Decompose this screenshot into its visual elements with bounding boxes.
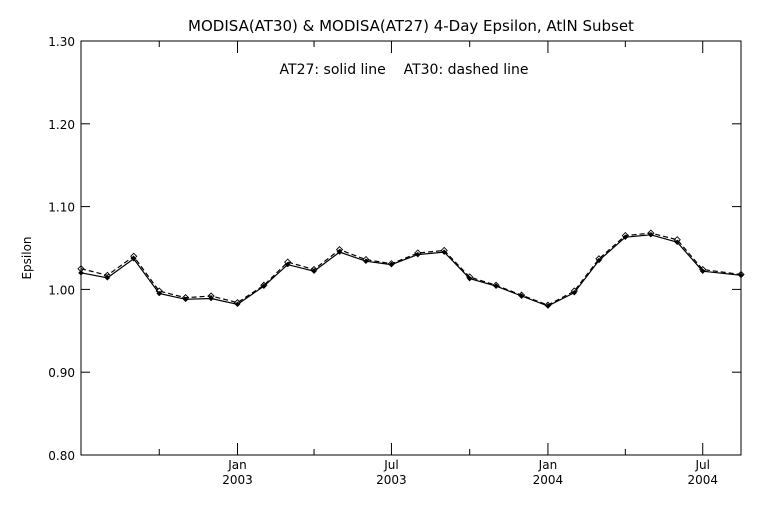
data-point-at30 <box>155 287 163 295</box>
y-tick-label: 0.80 <box>48 449 75 463</box>
line-style-annotation: AT27: solid line AT30: dashed line <box>280 62 529 78</box>
data-point-at30 <box>517 291 526 299</box>
data-point-at30 <box>440 246 448 255</box>
y-tick-label: 1.00 <box>48 283 75 297</box>
data-point-at27 <box>78 269 84 276</box>
y-axis-label: Epsilon <box>20 236 34 279</box>
data-point-at30 <box>673 236 681 244</box>
x-tick-year: 2004 <box>533 473 564 487</box>
data-point-at30 <box>284 258 292 266</box>
data-point-at30 <box>414 249 422 257</box>
data-point-at30 <box>387 260 396 268</box>
x-tick-month: Jul <box>694 458 709 472</box>
y-tick-label: 0.90 <box>48 366 75 380</box>
data-point-at30 <box>260 281 268 289</box>
x-tick-month: Jan <box>227 458 247 472</box>
data-point-at30 <box>595 255 603 263</box>
data-point-at30 <box>737 270 745 279</box>
data-point-at30 <box>130 252 138 260</box>
data-point-at30 <box>699 265 707 274</box>
series-layer <box>77 229 745 309</box>
data-point-at30 <box>544 301 552 309</box>
data-point-at30 <box>233 299 242 307</box>
chart-title: MODISA(AT30) & MODISA(AT27) 4-Day Epsilo… <box>188 17 634 35</box>
data-point-at30 <box>181 294 190 302</box>
data-point-at30 <box>207 292 215 300</box>
series-line-at27 <box>80 234 742 307</box>
data-point-at30 <box>362 255 370 264</box>
data-point-at30 <box>103 271 112 279</box>
series-line-at30 <box>80 232 742 306</box>
data-point-at30 <box>621 231 629 240</box>
x-tick-month: Jan <box>538 458 558 472</box>
y-tick-label: 1.10 <box>48 201 75 215</box>
data-point-at30 <box>492 281 500 289</box>
x-tick-year: 2003 <box>376 473 407 487</box>
y-axis: 0.80 0.90 1.00 1.10 1.20 1.30 <box>48 35 741 463</box>
data-point-at30 <box>310 265 318 274</box>
x-tick-year: 2003 <box>222 473 253 487</box>
data-point-at30 <box>570 287 578 295</box>
y-tick-label: 1.30 <box>48 35 75 49</box>
data-point-at30 <box>647 229 655 237</box>
plot-frame <box>80 40 742 456</box>
x-tick-year: 2004 <box>687 473 718 487</box>
data-point-at30 <box>77 265 85 273</box>
y-tick-label: 1.20 <box>48 118 75 132</box>
data-point-at30 <box>335 246 344 254</box>
data-point-at30 <box>466 273 474 281</box>
x-tick-month: Jul <box>383 458 398 472</box>
